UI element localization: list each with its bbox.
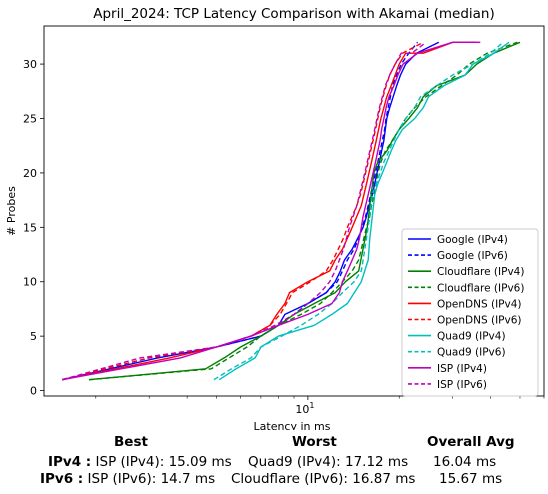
legend-box xyxy=(401,228,539,397)
ipv6-label: IPv6 : xyxy=(40,471,84,487)
ipv6-avg: 15.67 ms xyxy=(439,471,503,487)
legend-label: Cloudflare (IPv4) xyxy=(437,266,524,278)
ipv4-best: ISP (IPv4): 15.09 ms xyxy=(95,454,232,470)
summary-header-worst: Worst xyxy=(292,434,337,450)
y-tick-label: 20 xyxy=(23,167,37,180)
x-tick-label: 101 xyxy=(295,401,314,416)
legend-label: Google (IPv4) xyxy=(437,234,508,246)
legend-label: Quad9 (IPv6) xyxy=(437,347,506,359)
legend-label: Cloudflare (IPv6) xyxy=(437,282,524,294)
legend-label: OpenDNS (IPv6) xyxy=(437,315,522,327)
y-tick-label: 30 xyxy=(23,58,37,71)
x-axis-label: Latency in ms xyxy=(254,420,331,430)
y-tick-label: 25 xyxy=(23,113,37,126)
ipv4-label: IPv4 : xyxy=(48,454,92,470)
series-line-4 xyxy=(62,41,477,381)
x-axis-ticks: 101 xyxy=(95,396,545,416)
y-axis-label: # Probes xyxy=(5,186,18,236)
y-axis-ticks: 0 5 10 15 20 25 30 xyxy=(23,58,44,398)
series-line-6 xyxy=(218,41,510,381)
ipv4-avg: 16.04 ms xyxy=(433,454,497,470)
series-line-0 xyxy=(62,41,440,381)
y-tick-label: 10 xyxy=(23,276,37,289)
legend-label: ISP (IPv4) xyxy=(437,363,487,375)
legend-label: Quad9 (IPv4) xyxy=(437,331,506,343)
series-line-9 xyxy=(62,41,427,381)
series-lines xyxy=(62,41,521,381)
summary-row-ipv6: IPv6 : ISP (IPv6): 14.7 ms xyxy=(40,471,215,487)
latency-chart: April_2024: TCP Latency Comparison with … xyxy=(5,6,545,430)
legend: Google (IPv4) Google (IPv6) Cloudflare (IP… xyxy=(401,228,539,397)
legend-label: Google (IPv6) xyxy=(437,250,508,262)
series-line-8 xyxy=(62,41,481,381)
legend-label: OpenDNS (IPv4) xyxy=(437,298,522,310)
chart-title: April_2024: TCP Latency Comparison with … xyxy=(93,6,495,22)
summary-row-ipv4: IPv4 : ISP (IPv4): 15.09 ms xyxy=(48,454,232,470)
y-tick-label: 15 xyxy=(23,221,37,234)
summary-header-avg: Overall Avg xyxy=(427,434,515,450)
y-tick-label: 5 xyxy=(30,330,37,343)
ipv4-worst: Quad9 (IPv4): 17.12 ms xyxy=(248,454,409,470)
summary-table: Best Worst Overall Avg IPv4 : ISP (IPv4)… xyxy=(0,430,548,494)
series-line-7 xyxy=(213,41,504,381)
legend-label: ISP (IPv6) xyxy=(437,379,487,391)
ipv6-best: ISP (IPv6): 14.7 ms xyxy=(87,471,216,487)
summary-header-best: Best xyxy=(114,434,148,450)
ipv6-worst: Cloudflare (IPv6): 16.87 ms xyxy=(231,471,416,487)
y-tick-label: 0 xyxy=(30,385,37,398)
